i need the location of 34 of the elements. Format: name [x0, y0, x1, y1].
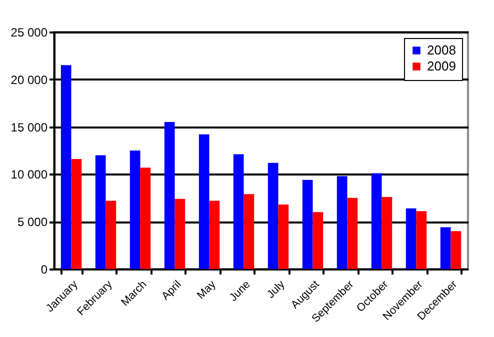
bar	[130, 150, 140, 269]
bar	[71, 159, 82, 269]
bar	[371, 173, 382, 269]
bar	[140, 168, 151, 269]
y-tick-label: 20 000	[10, 72, 48, 87]
legend-label: 2009	[427, 58, 456, 74]
bar	[302, 180, 313, 269]
legend-label: 2008	[427, 42, 456, 58]
y-tick-label: 0	[40, 262, 48, 276]
bar	[336, 176, 348, 269]
y-tick-label: 10 000	[10, 168, 48, 182]
bar	[278, 204, 289, 269]
x-tick-label: July	[264, 278, 288, 301]
bar	[382, 196, 392, 269]
bar	[164, 122, 175, 269]
bar	[440, 227, 451, 269]
y-tick-label: 25 000	[10, 26, 48, 40]
bar	[244, 194, 254, 269]
bar	[406, 208, 416, 269]
bar	[209, 200, 220, 269]
bar	[60, 65, 72, 269]
bar	[312, 212, 324, 269]
bar	[233, 154, 244, 269]
y-tick-label: 15 000	[10, 120, 48, 134]
bar	[174, 198, 186, 269]
bar	[95, 155, 106, 269]
bar	[416, 211, 427, 269]
bar	[347, 198, 358, 269]
bar	[268, 162, 278, 269]
bar	[198, 134, 210, 269]
bar	[106, 200, 116, 269]
y-tick-label: 5 000	[17, 215, 48, 230]
bar	[450, 231, 462, 269]
x-tick-label: May	[195, 278, 219, 302]
